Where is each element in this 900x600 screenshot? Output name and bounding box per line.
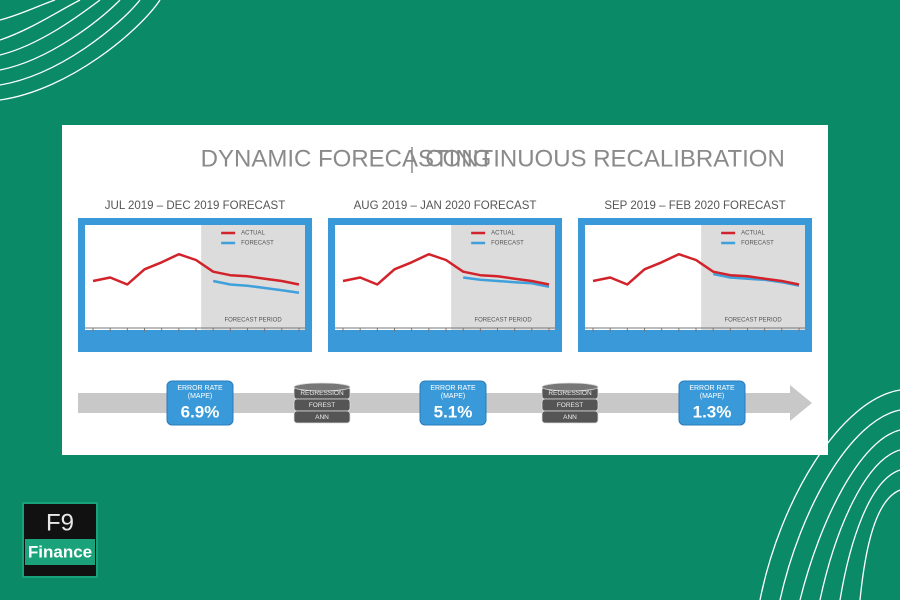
period-label: FORECAST PERIOD [474, 318, 532, 324]
period-label: FORECAST PERIOD [724, 318, 782, 324]
db-label: FOREST [557, 402, 583, 409]
error-label: (MAPE) [700, 393, 725, 400]
legend-label: FORECAST [741, 241, 774, 247]
error-value: 5.1% [434, 402, 473, 421]
forecast-line [463, 276, 550, 289]
legend-label: ACTUAL [241, 231, 265, 237]
db-label: FOREST [309, 402, 335, 409]
content: JUL 2019 – DEC 2019 FORECAST ACTUAL FORECA… [78, 200, 812, 426]
db-disc [293, 410, 351, 424]
actual-line [342, 252, 550, 286]
error-label: ERROR RATE [430, 385, 476, 392]
arrow-head [790, 385, 812, 421]
error-box [166, 380, 234, 426]
db-label: ANN [563, 414, 577, 421]
forecast-line [212, 279, 300, 294]
error-label: (MAPE) [441, 393, 466, 400]
db-label: ANN [315, 414, 329, 421]
title-right: CONTINUOUS RECALIBRATION [425, 145, 785, 172]
panel-label: AUG 2019 – JAN 2020 FORECAST [354, 200, 537, 212]
db-disc [541, 410, 599, 424]
panel-label: JUL 2019 – DEC 2019 FORECAST [105, 200, 285, 212]
panel-label: SEP 2019 – FEB 2020 FORECAST [604, 200, 785, 212]
db-top [293, 382, 351, 392]
error-label: (MAPE) [188, 393, 213, 400]
error-box [678, 380, 746, 426]
db-label: REGRESSION [300, 390, 344, 397]
legend-label: FORECAST [491, 241, 524, 247]
logo-band [25, 539, 95, 565]
logo-top: F9 [46, 509, 74, 536]
error-value: 6.9% [181, 402, 220, 421]
error-value: 1.3% [693, 402, 732, 421]
logo-bottom: Finance [28, 542, 92, 561]
actual-line [592, 252, 800, 286]
db-label: REGRESSION [548, 390, 592, 397]
legend-label: ACTUAL [491, 231, 515, 237]
error-box [419, 380, 487, 426]
error-label: ERROR RATE [689, 385, 735, 392]
legend-label: ACTUAL [741, 231, 765, 237]
db-top [541, 382, 599, 392]
period-label: FORECAST PERIOD [224, 318, 282, 324]
error-label: ERROR RATE [177, 385, 223, 392]
legend-label: FORECAST [241, 241, 274, 247]
actual-line [92, 252, 300, 286]
title-left: DYNAMIC FORECASTING [201, 145, 492, 172]
